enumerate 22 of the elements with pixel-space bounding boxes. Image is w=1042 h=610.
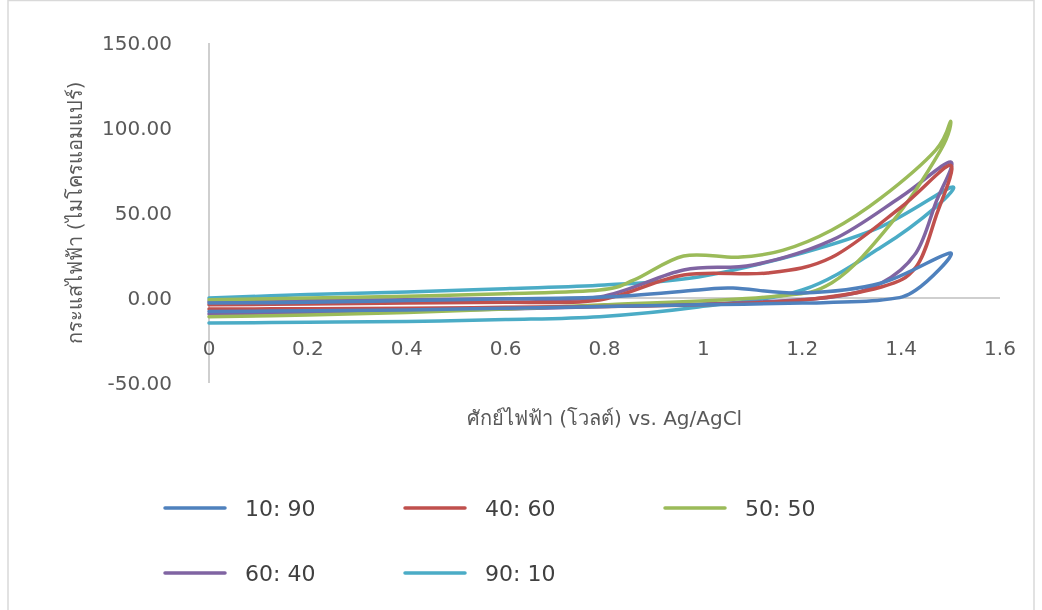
- legend-label: 90: 10: [485, 560, 556, 586]
- legend-label: 50: 50: [745, 495, 816, 521]
- x-tick-label: 0.6: [489, 336, 522, 360]
- x-axis-title: ศักย์ไฟฟ้า (โวลต์) vs. Ag/AgCl: [466, 406, 743, 430]
- line-series: [207, 251, 953, 314]
- x-tick-label: 1: [697, 336, 710, 360]
- y-tick-label: 0.00: [127, 286, 172, 310]
- x-tick-label: 1.6: [984, 336, 1016, 360]
- x-tick-label: 0.2: [291, 336, 324, 360]
- legend-label: 60: 40: [245, 560, 316, 586]
- x-tick-label: 0.4: [390, 336, 423, 360]
- y-tick-label: 100.00: [102, 116, 172, 140]
- legend-label: 40: 60: [485, 495, 556, 521]
- x-tick-label: 1.2: [786, 336, 819, 360]
- y-tick-label: -50.00: [107, 371, 172, 395]
- x-tick-label: 0: [202, 336, 216, 360]
- y-axis-title: กระแสไฟฟ้า (ไมโครแอมแปร์): [63, 81, 87, 345]
- y-tick-label: 150.00: [102, 31, 172, 55]
- y-tick-label: 50.00: [114, 201, 172, 225]
- legend-label: 10: 90: [245, 495, 316, 521]
- x-tick-label: 0.8: [588, 336, 621, 360]
- x-tick-label: 1.4: [885, 336, 918, 360]
